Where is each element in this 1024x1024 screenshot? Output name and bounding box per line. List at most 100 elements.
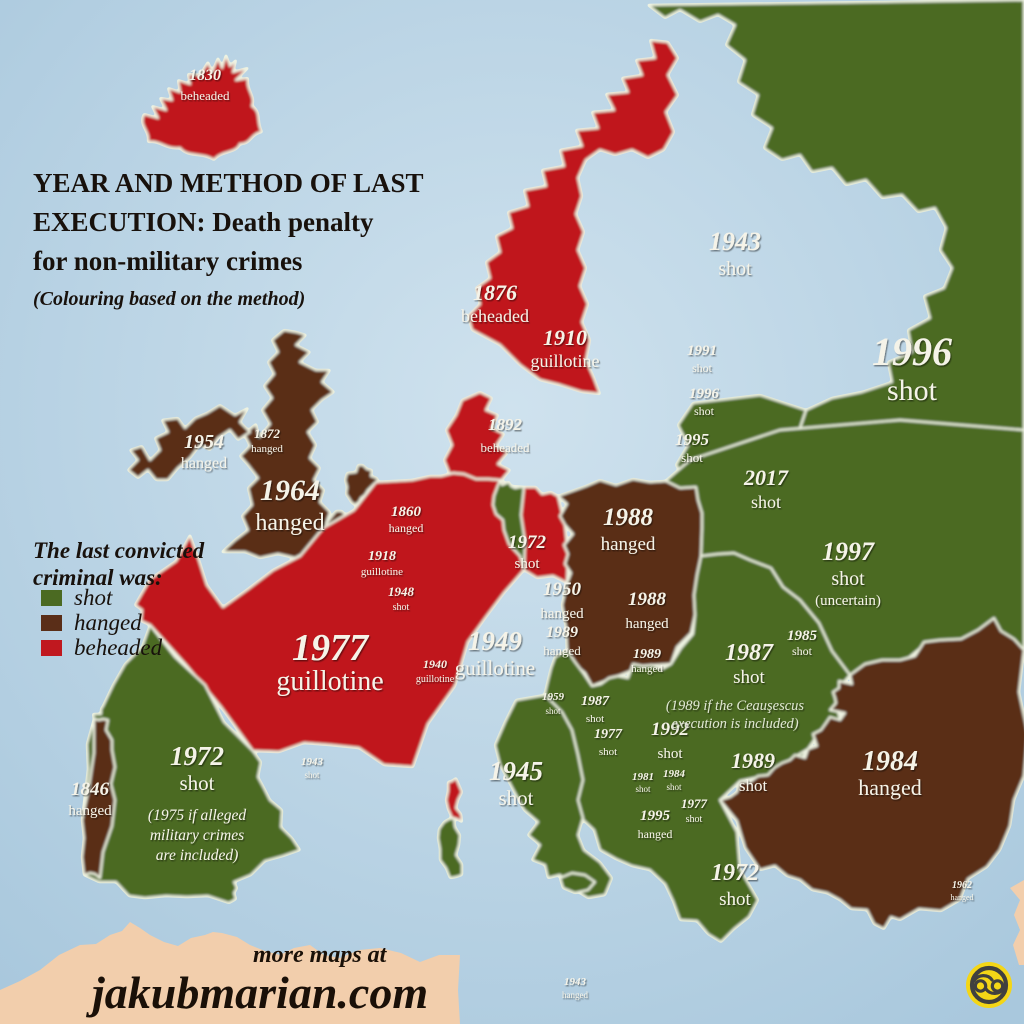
svg-text:hanged: hanged bbox=[625, 616, 669, 632]
svg-text:shot: shot bbox=[657, 746, 683, 762]
svg-text:hanged: hanged bbox=[74, 610, 142, 635]
svg-text:1949: 1949 bbox=[468, 626, 523, 656]
svg-text:shot: shot bbox=[635, 784, 651, 794]
svg-text:shot: shot bbox=[751, 492, 781, 512]
svg-text:hanged: hanged bbox=[251, 443, 283, 455]
svg-text:hanged: hanged bbox=[543, 643, 581, 658]
svg-text:shot: shot bbox=[681, 450, 703, 465]
svg-text:1987: 1987 bbox=[581, 694, 610, 709]
svg-text:1977: 1977 bbox=[594, 727, 623, 742]
svg-text:military crimes: military crimes bbox=[150, 827, 244, 844]
svg-text:shot: shot bbox=[304, 770, 320, 780]
svg-text:shot: shot bbox=[831, 568, 865, 590]
svg-text:1972: 1972 bbox=[711, 860, 759, 886]
svg-text:1943: 1943 bbox=[564, 976, 587, 988]
svg-text:1996: 1996 bbox=[872, 329, 952, 374]
svg-text:shot: shot bbox=[739, 776, 768, 795]
svg-text:1972: 1972 bbox=[170, 741, 224, 771]
svg-text:(Colouring based on the method: (Colouring based on the method) bbox=[33, 288, 305, 310]
svg-text:beheaded: beheaded bbox=[180, 88, 230, 103]
svg-text:2017: 2017 bbox=[743, 465, 789, 490]
svg-text:1872: 1872 bbox=[254, 426, 281, 441]
svg-text:1945: 1945 bbox=[489, 756, 543, 786]
svg-text:shot: shot bbox=[393, 602, 410, 613]
svg-text:guillotine: guillotine bbox=[531, 351, 600, 371]
svg-text:beheaded: beheaded bbox=[74, 635, 163, 660]
svg-text:beheaded: beheaded bbox=[480, 440, 530, 455]
svg-text:1962: 1962 bbox=[952, 880, 972, 891]
svg-text:1989: 1989 bbox=[633, 647, 661, 662]
svg-text:shot: shot bbox=[599, 746, 617, 758]
svg-text:1964: 1964 bbox=[260, 474, 320, 507]
svg-text:shot: shot bbox=[887, 374, 938, 407]
svg-text:are included): are included) bbox=[156, 847, 239, 864]
svg-text:shot: shot bbox=[498, 786, 533, 810]
svg-text:hanged: hanged bbox=[631, 663, 663, 675]
svg-text:for non-military crimes: for non-military crimes bbox=[33, 246, 302, 276]
svg-text:1876: 1876 bbox=[473, 280, 517, 305]
svg-text:1954: 1954 bbox=[184, 431, 224, 453]
svg-text:shot: shot bbox=[733, 667, 765, 688]
svg-text:1940: 1940 bbox=[423, 657, 447, 671]
svg-text:1959: 1959 bbox=[542, 691, 565, 703]
svg-text:1984: 1984 bbox=[862, 746, 918, 777]
svg-text:1996: 1996 bbox=[689, 386, 720, 402]
svg-text:(1975 if alleged: (1975 if alleged bbox=[148, 807, 246, 824]
svg-text:1981: 1981 bbox=[632, 771, 654, 783]
svg-text:1910: 1910 bbox=[543, 325, 587, 350]
svg-text:1995: 1995 bbox=[675, 430, 710, 449]
svg-text:shot: shot bbox=[692, 361, 713, 375]
svg-text:execution is included): execution is included) bbox=[671, 716, 798, 732]
svg-text:shot: shot bbox=[718, 258, 752, 280]
svg-text:1995: 1995 bbox=[640, 808, 671, 824]
svg-text:1846: 1846 bbox=[71, 779, 110, 800]
svg-text:hanged: hanged bbox=[540, 606, 584, 622]
svg-text:guillotine: guillotine bbox=[361, 566, 403, 578]
svg-text:1997: 1997 bbox=[822, 537, 875, 566]
svg-text:(1989 if the Ceauşescus: (1989 if the Ceauşescus bbox=[666, 698, 804, 714]
svg-text:hanged: hanged bbox=[255, 510, 324, 536]
svg-text:guillotine: guillotine bbox=[276, 666, 383, 697]
svg-text:The last convicted: The last convicted bbox=[33, 538, 205, 563]
svg-text:shot: shot bbox=[179, 771, 214, 795]
svg-text:1985: 1985 bbox=[787, 628, 818, 644]
svg-text:shot: shot bbox=[514, 556, 540, 572]
svg-text:1988: 1988 bbox=[603, 504, 654, 531]
svg-text:hanged: hanged bbox=[858, 775, 922, 800]
svg-text:1988: 1988 bbox=[628, 589, 667, 610]
svg-text:hanged: hanged bbox=[562, 990, 588, 1000]
svg-text:hanged: hanged bbox=[68, 803, 112, 819]
svg-text:shot: shot bbox=[694, 404, 715, 418]
svg-text:hanged: hanged bbox=[950, 893, 973, 902]
svg-text:shot: shot bbox=[545, 706, 561, 716]
svg-text:shot: shot bbox=[686, 814, 703, 825]
svg-text:1950: 1950 bbox=[543, 579, 582, 600]
svg-text:shot: shot bbox=[586, 713, 604, 725]
svg-text:1989: 1989 bbox=[546, 624, 578, 641]
svg-text:1984: 1984 bbox=[663, 768, 686, 780]
svg-text:EXECUTION: Death penalty: EXECUTION: Death penalty bbox=[33, 207, 374, 237]
svg-text:shot: shot bbox=[666, 782, 682, 792]
svg-text:1860: 1860 bbox=[391, 504, 422, 520]
svg-text:1943: 1943 bbox=[709, 227, 761, 256]
svg-text:hanged: hanged bbox=[601, 534, 656, 555]
svg-text:1972: 1972 bbox=[508, 532, 547, 553]
svg-text:1943: 1943 bbox=[301, 756, 324, 768]
svg-text:YEAR AND METHOD OF LAST: YEAR AND METHOD OF LAST bbox=[33, 168, 424, 198]
svg-text:1948: 1948 bbox=[388, 584, 415, 599]
svg-text:1830: 1830 bbox=[189, 67, 221, 84]
svg-text:1918: 1918 bbox=[368, 549, 396, 564]
svg-text:1977: 1977 bbox=[681, 796, 708, 811]
svg-text:1991: 1991 bbox=[687, 343, 717, 359]
svg-text:1977: 1977 bbox=[292, 627, 370, 669]
svg-text:hanged: hanged bbox=[181, 455, 227, 472]
svg-text:hanged: hanged bbox=[638, 827, 673, 841]
svg-text:guillotine: guillotine bbox=[416, 674, 455, 685]
svg-text:1892: 1892 bbox=[488, 415, 523, 434]
svg-text:shot: shot bbox=[74, 585, 113, 610]
svg-text:jakubmarian.com: jakubmarian.com bbox=[85, 967, 428, 1018]
svg-text:1987: 1987 bbox=[725, 640, 774, 666]
svg-text:shot: shot bbox=[719, 889, 751, 910]
svg-text:beheaded: beheaded bbox=[461, 306, 529, 326]
svg-text:hanged: hanged bbox=[389, 521, 424, 535]
